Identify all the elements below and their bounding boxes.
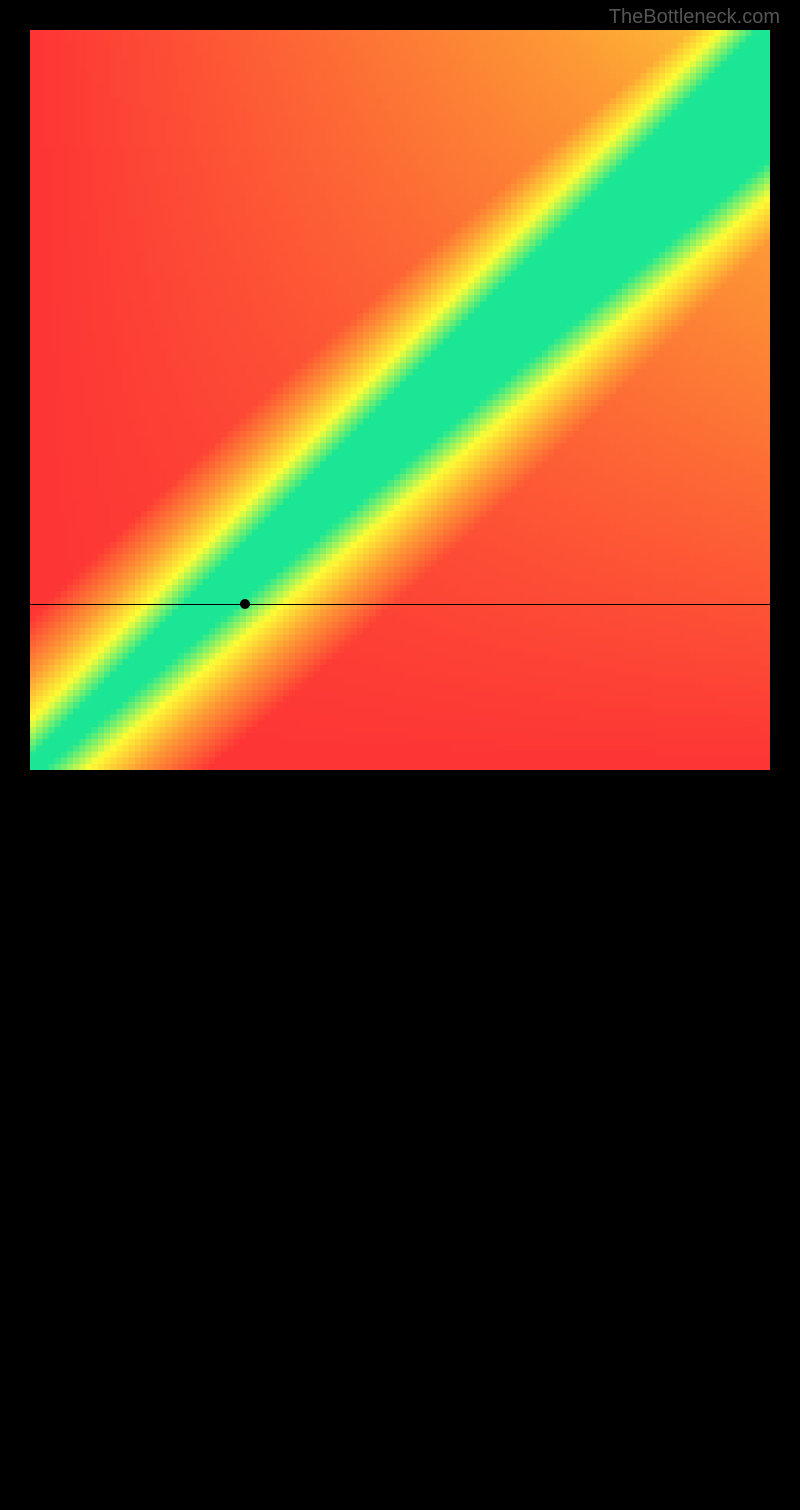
crosshair-vertical bbox=[245, 770, 246, 1510]
crosshair-marker bbox=[240, 599, 250, 609]
crosshair-horizontal bbox=[30, 604, 770, 605]
watermark-text: TheBottleneck.com bbox=[609, 6, 780, 29]
heatmap-canvas bbox=[30, 30, 770, 770]
heatmap-plot bbox=[30, 30, 770, 770]
